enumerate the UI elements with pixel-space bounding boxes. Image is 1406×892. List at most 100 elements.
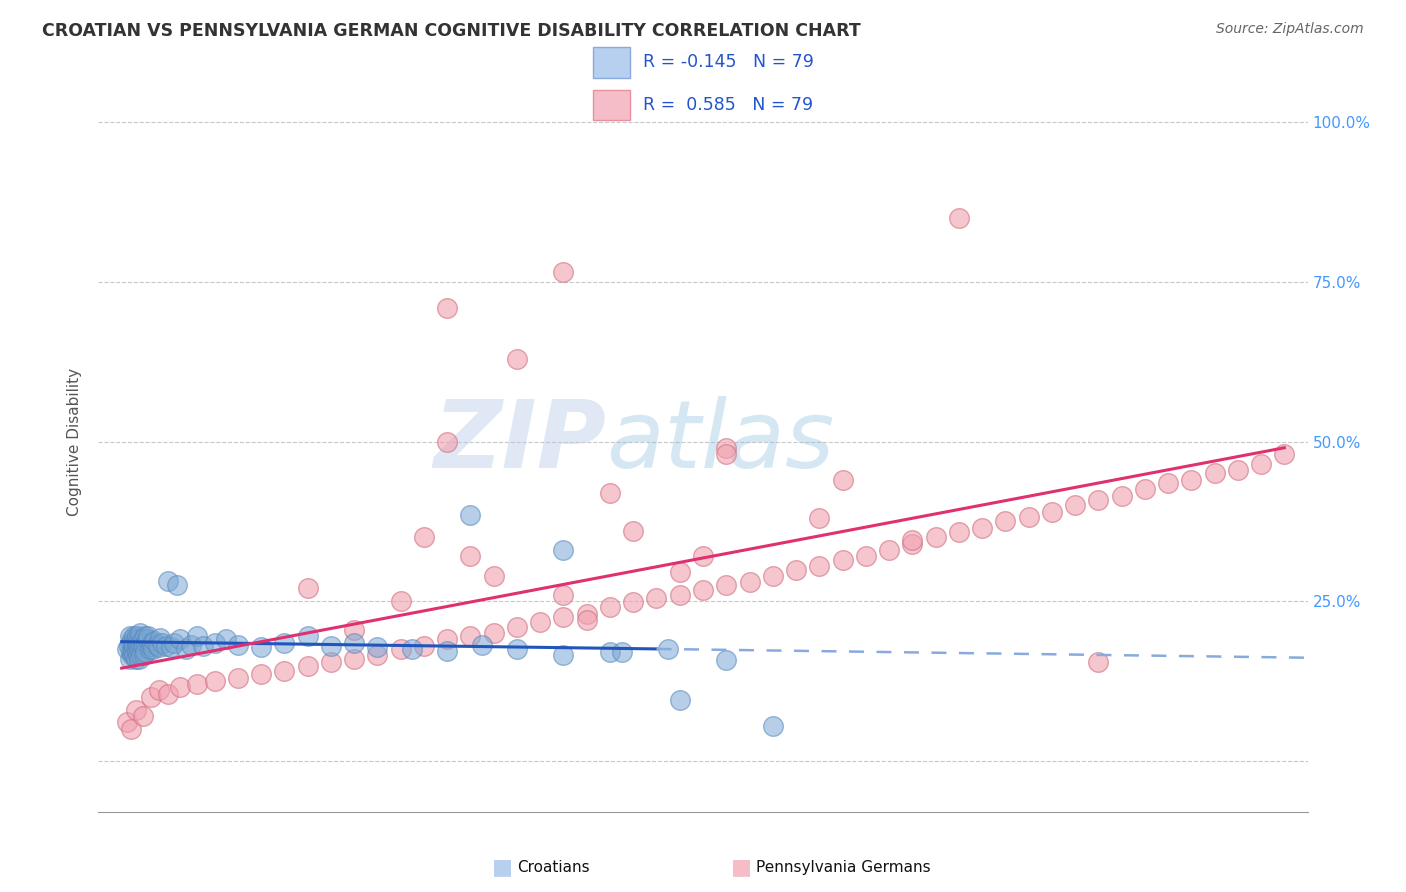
Point — [145, 638, 167, 652]
Point — [204, 673, 226, 688]
Point — [124, 632, 146, 647]
Point — [506, 642, 529, 657]
Point — [139, 690, 162, 704]
Point — [924, 530, 946, 544]
Point — [297, 582, 319, 596]
Point — [621, 524, 644, 538]
Point — [191, 639, 214, 653]
Point — [762, 718, 785, 732]
Text: ZIP: ZIP — [433, 395, 606, 488]
Point — [668, 693, 690, 707]
Point — [134, 629, 156, 643]
Point — [762, 568, 785, 582]
Point — [132, 638, 155, 652]
Point — [174, 642, 197, 657]
Point — [553, 588, 575, 602]
Point — [128, 642, 150, 657]
Text: Source: ZipAtlas.com: Source: ZipAtlas.com — [1216, 22, 1364, 37]
Point — [716, 441, 738, 455]
Point — [250, 640, 273, 654]
Point — [297, 629, 319, 643]
Point — [599, 600, 621, 615]
Point — [610, 645, 633, 659]
Point — [129, 626, 152, 640]
Point — [118, 639, 141, 653]
Point — [186, 629, 208, 643]
Point — [716, 447, 738, 461]
Point — [124, 648, 146, 663]
Point — [125, 645, 148, 659]
Point — [131, 709, 153, 723]
Point — [389, 642, 412, 657]
Text: Pennsylvania Germans: Pennsylvania Germans — [756, 860, 931, 874]
Point — [148, 640, 170, 654]
Point — [1226, 463, 1249, 477]
Text: ■: ■ — [492, 857, 513, 877]
Point — [120, 635, 142, 649]
Point — [319, 655, 342, 669]
Point — [129, 635, 152, 649]
Y-axis label: Cognitive Disability: Cognitive Disability — [67, 368, 83, 516]
Point — [1250, 457, 1272, 471]
Point — [436, 632, 458, 647]
Text: atlas: atlas — [606, 396, 835, 487]
Point — [413, 639, 436, 653]
Point — [599, 485, 621, 500]
Point — [553, 610, 575, 624]
Point — [668, 588, 690, 602]
Point — [169, 632, 191, 647]
Point — [460, 508, 482, 522]
Point — [319, 639, 342, 653]
Point — [366, 640, 388, 654]
Point — [994, 514, 1017, 528]
Point — [1157, 476, 1180, 491]
Point — [553, 265, 575, 279]
Point — [692, 549, 714, 564]
Point — [149, 631, 172, 645]
Point — [148, 683, 170, 698]
Point — [117, 642, 139, 657]
Point — [121, 648, 143, 663]
Point — [460, 549, 482, 564]
Point — [132, 648, 155, 663]
Point — [226, 638, 249, 652]
Point — [1204, 467, 1226, 481]
Point — [128, 632, 150, 647]
Point — [150, 635, 173, 649]
Point — [808, 559, 831, 574]
Point — [131, 648, 153, 663]
Point — [657, 642, 679, 657]
Point — [297, 659, 319, 673]
Point — [401, 642, 423, 657]
Point — [226, 671, 249, 685]
Point — [1111, 489, 1133, 503]
Point — [471, 638, 494, 652]
Point — [553, 648, 575, 663]
Point — [553, 543, 575, 558]
Point — [343, 623, 366, 637]
Point — [436, 644, 458, 658]
Point — [180, 638, 202, 652]
Point — [125, 629, 148, 643]
Bar — [593, 90, 630, 120]
Point — [134, 645, 156, 659]
Point — [215, 632, 238, 647]
Point — [120, 645, 142, 659]
Point — [138, 629, 160, 643]
Point — [186, 677, 208, 691]
Point — [668, 566, 690, 580]
Point — [831, 552, 853, 566]
Text: Croatians: Croatians — [517, 860, 591, 874]
Point — [366, 648, 388, 663]
Point — [1018, 509, 1040, 524]
Point — [159, 640, 181, 654]
Point — [901, 533, 924, 548]
Point — [621, 595, 644, 609]
Point — [901, 536, 924, 550]
Point — [124, 629, 146, 643]
Point — [131, 642, 153, 657]
Point — [716, 653, 738, 667]
Point — [138, 642, 160, 657]
Point — [436, 301, 458, 315]
Point — [127, 639, 149, 653]
